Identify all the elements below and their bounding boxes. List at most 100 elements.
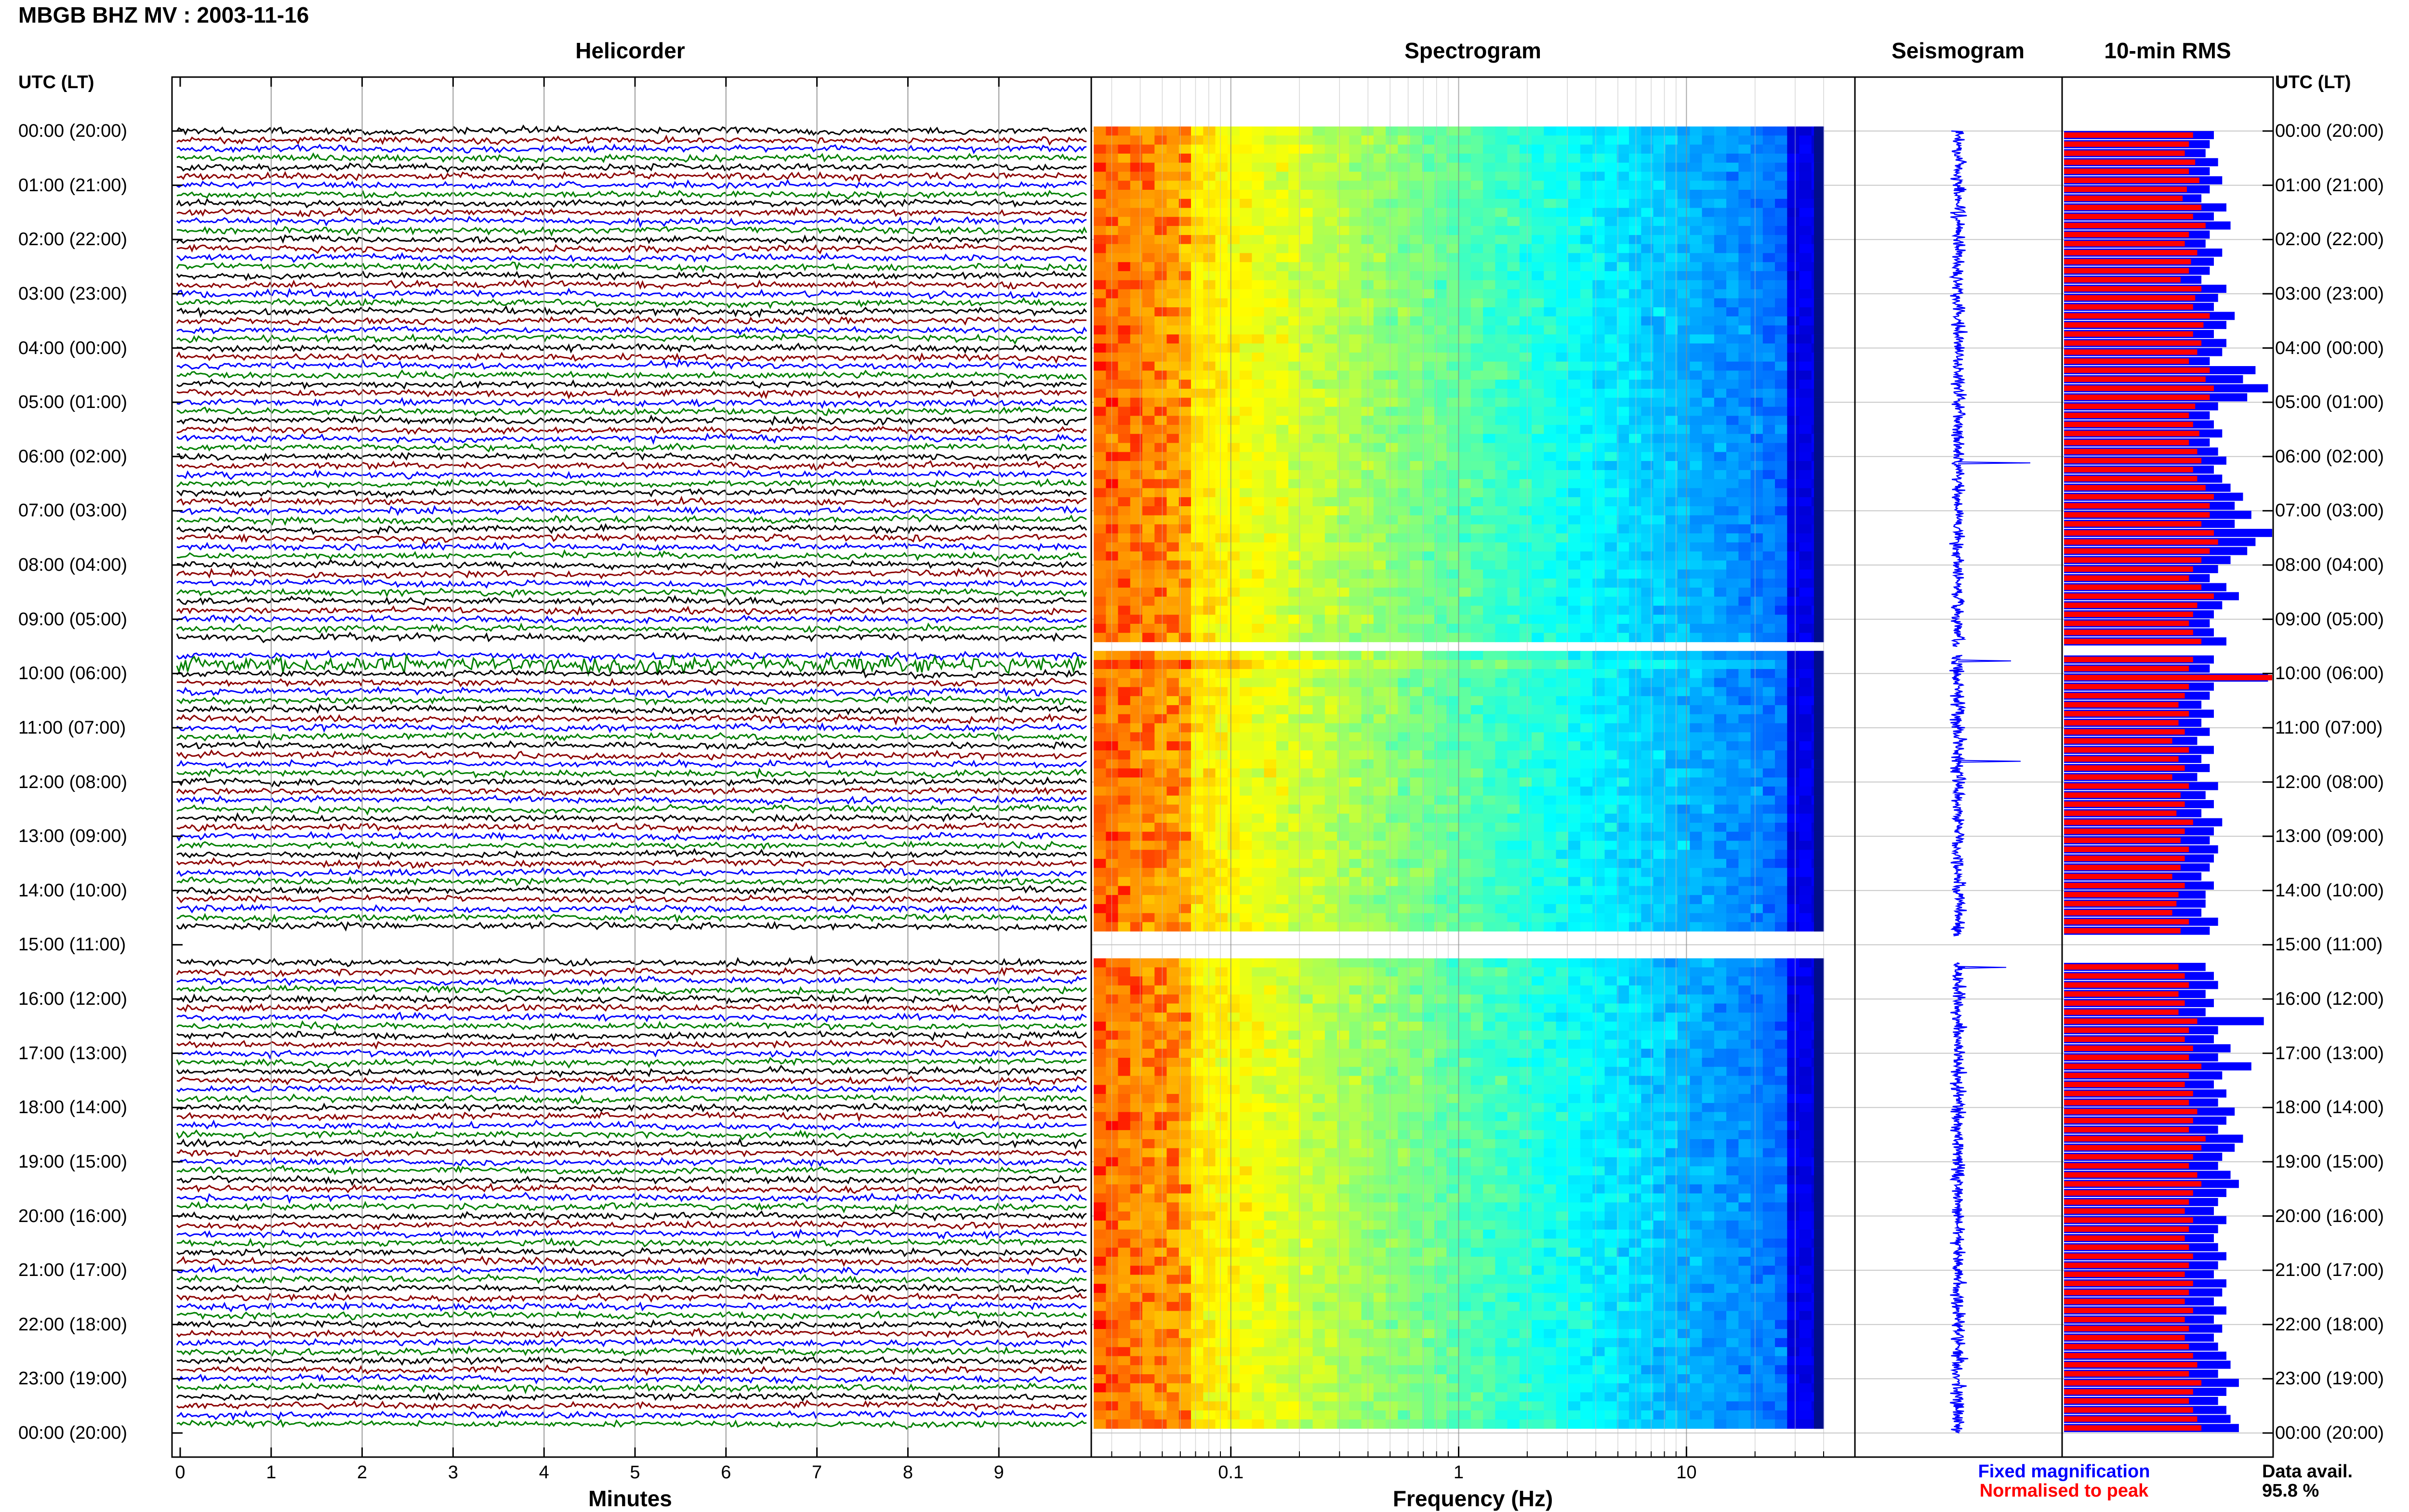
spectrogram-cell xyxy=(1166,814,1179,823)
spectrogram-cell xyxy=(1337,298,1350,308)
spectrogram-cell xyxy=(1178,198,1191,209)
spectrogram-cell xyxy=(1678,198,1691,209)
spectrogram-cell xyxy=(1470,705,1483,715)
spectrogram-cell xyxy=(1568,208,1581,217)
spectrogram-cell xyxy=(1203,823,1216,832)
spectrogram-cell xyxy=(1191,171,1204,181)
spectrogram-cell xyxy=(1678,470,1691,480)
spectrogram-cell xyxy=(1142,823,1155,832)
spectrogram-cell xyxy=(1422,389,1435,398)
spectrogram-cell xyxy=(1361,804,1374,814)
spectrogram-cell xyxy=(1434,669,1447,679)
spectrogram-cell xyxy=(1544,615,1557,624)
helicorder-trace xyxy=(177,225,1087,237)
spectrogram-cell xyxy=(1300,145,1313,154)
spectrogram-cell xyxy=(1726,352,1739,362)
helicorder-trace xyxy=(176,1129,1087,1141)
spectrogram-cell xyxy=(1604,696,1617,706)
spectrogram-cell xyxy=(1507,560,1520,570)
spectrogram-cell xyxy=(1422,741,1435,751)
spectrogram-cell xyxy=(1507,488,1520,498)
spectrogram-cell xyxy=(1592,235,1605,245)
spectrogram-cell xyxy=(1762,579,1775,588)
spectrogram-cell xyxy=(1410,524,1423,534)
spectrogram-cell xyxy=(1373,823,1386,832)
spectrogram-cell xyxy=(1422,145,1435,154)
spectrogram-cell xyxy=(1446,145,1459,154)
spectrogram-cell xyxy=(1507,316,1520,326)
spectrogram-cell xyxy=(1252,262,1265,272)
spectrogram-cell xyxy=(1470,714,1483,724)
spectrogram-cell xyxy=(1434,632,1447,643)
spectrogram-cell xyxy=(1300,551,1313,561)
spectrogram-cell xyxy=(1726,587,1739,597)
spectrogram-cell xyxy=(1410,190,1423,199)
spectrogram-cell xyxy=(1386,171,1399,181)
spectrogram-cell xyxy=(1799,551,1812,561)
spectrogram-cell xyxy=(1094,777,1107,787)
spectrogram-cell xyxy=(1799,352,1812,362)
spectrogram-cell xyxy=(1702,470,1715,480)
spectrogram-cell xyxy=(1240,714,1253,724)
spectrogram-cell xyxy=(1276,678,1289,687)
spectrogram-cell xyxy=(1203,831,1216,841)
spectrogram-cell xyxy=(1178,153,1191,163)
spectrogram-cell xyxy=(1166,316,1179,326)
spectrogram-cell xyxy=(1166,253,1179,263)
spectrogram-cell xyxy=(1324,579,1337,588)
spectrogram-cell xyxy=(1227,768,1240,778)
spectrogram-cell xyxy=(1470,624,1483,633)
spectrogram-cell xyxy=(1361,380,1374,389)
spectrogram-cell xyxy=(1519,750,1532,760)
spectrogram-cell xyxy=(1276,714,1289,724)
spectrogram-cell xyxy=(1519,632,1532,643)
spectrogram-cell xyxy=(1312,244,1325,253)
spectrogram-cell xyxy=(1690,289,1703,299)
spectrogram-cell xyxy=(1629,280,1642,290)
spectrogram-cell xyxy=(1386,452,1399,461)
spectrogram-cell xyxy=(1690,632,1703,643)
spectrogram-cell xyxy=(1678,786,1691,796)
spectrogram-cell xyxy=(1799,479,1812,489)
spectrogram-cell xyxy=(1787,732,1800,742)
spectrogram-cell xyxy=(1191,181,1204,190)
spectrogram-cell xyxy=(1787,162,1800,172)
spectrogram-cell xyxy=(1544,145,1557,154)
spectrogram-cell xyxy=(1240,461,1253,471)
spectrogram-cell xyxy=(1690,579,1703,588)
spectrogram-cell xyxy=(1458,461,1471,471)
spectrogram-cell xyxy=(1580,488,1593,498)
spectrogram-cell xyxy=(1106,307,1119,317)
spectrogram-cell xyxy=(1361,488,1374,498)
spectrogram-cell xyxy=(1495,515,1508,525)
spectrogram-cell xyxy=(1361,587,1374,597)
spectrogram-cell xyxy=(1787,533,1800,543)
spectrogram-cell xyxy=(1264,651,1277,660)
spectrogram-cell xyxy=(1106,298,1119,308)
spectrogram-cell xyxy=(1616,126,1629,136)
spectrogram-cell xyxy=(1568,777,1581,787)
spectrogram-cell xyxy=(1276,750,1289,760)
spectrogram-cell xyxy=(1191,524,1204,534)
spectrogram-cell xyxy=(1556,380,1569,389)
spectrogram-cell xyxy=(1519,271,1532,281)
spectrogram-cell xyxy=(1398,298,1411,308)
spectrogram-cell xyxy=(1422,533,1435,543)
spectrogram-cell xyxy=(1324,533,1337,543)
spectrogram-cell xyxy=(1398,660,1411,670)
spectrogram-cell xyxy=(1349,434,1362,444)
spectrogram-cell xyxy=(1750,126,1763,136)
spectrogram-cell xyxy=(1483,407,1496,416)
spectrogram-cell xyxy=(1592,542,1605,552)
helicorder-trace xyxy=(176,848,1087,861)
spectrogram-cell xyxy=(1702,759,1715,769)
spectrogram-cell xyxy=(1653,714,1666,724)
spectrogram-cell xyxy=(1166,542,1179,552)
spectrogram-cell xyxy=(1470,153,1483,163)
spectrogram-cell xyxy=(1264,280,1277,290)
spectrogram-cell xyxy=(1787,407,1800,416)
spectrogram-cell xyxy=(1312,325,1325,335)
spectrogram-cell xyxy=(1470,569,1483,579)
spectrogram-cell xyxy=(1750,651,1763,660)
spectrogram-cell xyxy=(1324,190,1337,199)
